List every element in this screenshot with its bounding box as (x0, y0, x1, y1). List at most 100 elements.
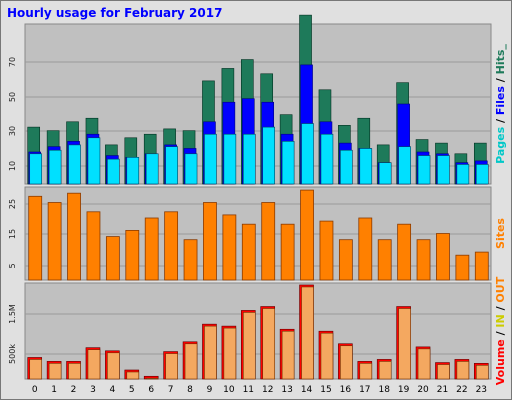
x-tick-label: 23 (476, 385, 487, 395)
bar-volume-inner (184, 343, 198, 380)
x-tick-label: 14 (301, 385, 313, 395)
bar-sites (144, 217, 159, 281)
bar-sites (280, 223, 295, 281)
bar-pages (126, 157, 140, 185)
bar-volume-inner (475, 365, 489, 380)
x-tick-label: 0 (32, 385, 38, 395)
legend-part: Volume (494, 339, 507, 385)
x-tick-label: 7 (168, 385, 174, 395)
x-tick-label: 17 (359, 385, 370, 395)
bar-volume-inner (165, 353, 178, 380)
bar-pages (437, 155, 450, 185)
bar-volume-inner (437, 364, 450, 380)
legend-part: OUT (494, 276, 507, 302)
bar-pages (398, 146, 411, 185)
bar-sites (86, 211, 101, 281)
y-tick-label: 25 (8, 199, 17, 209)
bar-volume-inner (107, 352, 120, 380)
bar-pages (29, 153, 43, 185)
legend-in-out-volume: Volume / IN / OUT (494, 276, 507, 385)
bar-pages (87, 137, 101, 185)
bar-pages (301, 123, 314, 185)
chart-title: Hourly usage for February 2017 (7, 6, 223, 20)
y-tick-label: 50 (8, 92, 17, 102)
bar-volume-inner (262, 308, 276, 380)
bar-sites (125, 229, 140, 281)
x-tick-label: 15 (320, 385, 331, 395)
x-tick-label: 16 (340, 385, 352, 395)
legend-part: / (494, 328, 507, 340)
bar-sites (67, 192, 81, 281)
legend-part: Sites (494, 218, 507, 249)
x-tick-label: 20 (417, 385, 429, 395)
bar-pages (378, 162, 392, 185)
bar-volume-inner (281, 330, 295, 380)
x-tick-label: 6 (148, 385, 154, 395)
bar-volume-inner (417, 348, 431, 380)
bar-pages (145, 153, 159, 185)
y-tick-label: 500k (8, 344, 17, 364)
bar-pages (68, 144, 81, 185)
y-tick-label: 70 (8, 57, 17, 67)
x-tick-label: 12 (262, 385, 273, 395)
bar-volume-inner (359, 363, 373, 380)
bar-sites (338, 239, 353, 281)
x-tick-label: 19 (398, 385, 410, 395)
legend-sites: Sites (494, 218, 507, 249)
bar-volume-inner (204, 325, 217, 380)
y-tick-label: 1.5M (8, 304, 17, 324)
bar-sites (474, 251, 489, 281)
bar-volume-inner (48, 363, 62, 380)
x-tick-label: 22 (456, 385, 467, 395)
x-tick-label: 2 (71, 385, 77, 395)
legend-part: Hits_ (494, 44, 507, 75)
bar-volume-inner (145, 377, 159, 380)
bar-volume-inner (29, 359, 43, 380)
x-tick-label: 8 (187, 385, 193, 395)
legend-part: Files (494, 86, 507, 116)
x-tick-label: 1 (51, 385, 57, 395)
bar-pages (320, 133, 334, 185)
bar-pages (359, 148, 373, 185)
bar-pages (204, 133, 217, 185)
bar-volume-inner (378, 361, 392, 380)
legend-part: / (494, 303, 507, 315)
x-tick-label: 11 (243, 385, 254, 395)
legend-part: Pages (494, 126, 507, 164)
bar-sites (203, 202, 217, 281)
x-tick-label: 13 (281, 385, 292, 395)
bar-pages (262, 126, 276, 185)
bar-sites (241, 223, 256, 281)
bar-sites (261, 202, 276, 281)
bar-sites (358, 217, 373, 281)
x-tick-label: 3 (90, 385, 96, 395)
x-tick-label: 4 (110, 385, 116, 395)
bar-sites (377, 239, 392, 281)
bar-volume-inner (68, 363, 81, 380)
bar-sites (416, 239, 431, 281)
bar-sites (436, 233, 450, 281)
bar-pages (417, 155, 431, 185)
x-tick-label: 21 (437, 385, 448, 395)
bar-volume-inner (126, 371, 140, 380)
y-tick-label: 15 (8, 229, 17, 239)
bar-pages (165, 146, 178, 185)
bar-volume-inner (398, 308, 411, 380)
legend-part: / (494, 74, 507, 86)
legend-pages-files-hits: Pages / Files / Hits_ (494, 44, 507, 164)
bar-sites (183, 239, 198, 281)
bar-sites (222, 214, 237, 281)
x-tick-label: 5 (129, 385, 135, 395)
legend-part: IN (494, 314, 507, 327)
bar-pages (242, 133, 256, 185)
y-tick-label: 30 (8, 126, 17, 136)
bar-pages (475, 164, 489, 185)
bar-sites (105, 236, 120, 281)
bar-volume-inner (242, 312, 256, 380)
x-tick-label: 10 (223, 385, 235, 395)
bar-sites (455, 254, 470, 281)
bar-pages (184, 153, 198, 185)
bar-sites (47, 202, 62, 281)
